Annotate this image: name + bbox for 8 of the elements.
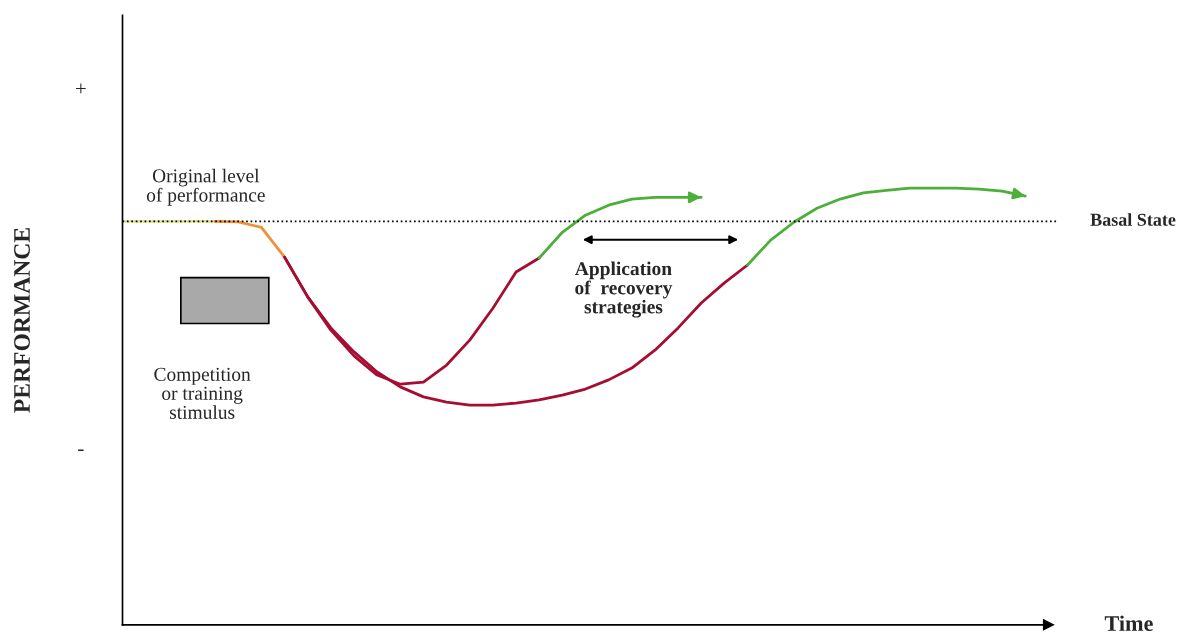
ref-line-label: Basal State: [1090, 213, 1176, 226]
annotation: Application of recovery strategies: [575, 261, 673, 318]
x-axis-title: Time: [1104, 615, 1153, 632]
text: +: [76, 83, 86, 94]
annotation: Original level of performance: [146, 168, 265, 206]
annotation: Competition or training stimulus: [154, 367, 251, 419]
y-axis-title: PERFORMANCE: [14, 228, 30, 413]
text: -: [78, 449, 84, 452]
